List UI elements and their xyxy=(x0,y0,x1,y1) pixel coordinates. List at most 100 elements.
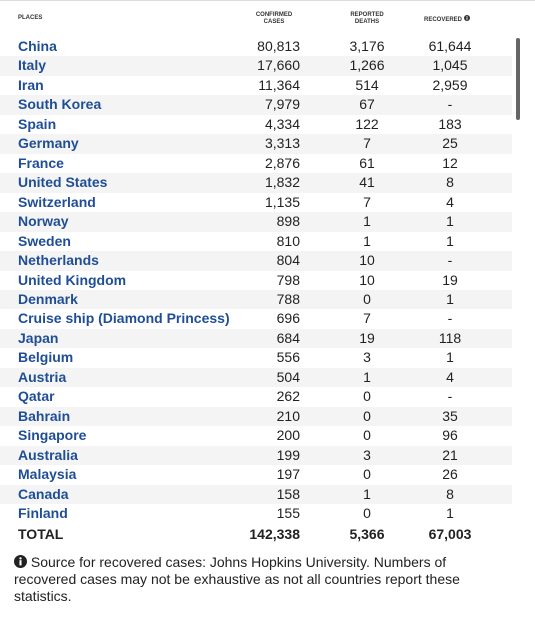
reported-deaths: 3 xyxy=(363,446,371,463)
confirmed-cases: 3,313 xyxy=(264,135,300,152)
confirmed-cases: 80,813 xyxy=(257,38,300,54)
recovered: 19 xyxy=(442,271,458,288)
recovered: 4 xyxy=(446,193,454,210)
header-places: PLACES xyxy=(18,15,43,21)
confirmed-cases: 2,876 xyxy=(264,154,300,171)
confirmed-cases: 696 xyxy=(276,310,300,327)
reported-deaths: 10 xyxy=(359,252,375,269)
reported-deaths: 0 xyxy=(363,466,371,483)
confirmed-cases: 556 xyxy=(276,349,300,366)
confirmed-cases: 17,660 xyxy=(257,57,300,74)
confirmed-cases: 262 xyxy=(276,388,300,405)
confirmed-cases: 199 xyxy=(276,446,300,463)
place-name: France xyxy=(18,154,64,171)
place-name: Malaysia xyxy=(18,466,77,483)
place-name: Germany xyxy=(18,135,79,152)
reported-deaths: 0 xyxy=(363,505,371,520)
confirmed-cases: 7,979 xyxy=(264,96,300,113)
table-row: United States 1,832 41 8 xyxy=(0,173,512,193)
recovered: 35 xyxy=(442,407,458,424)
total-place-name: TOTAL xyxy=(18,526,64,542)
recovered: 8 xyxy=(446,485,454,502)
table-row: Australia 199 3 21 xyxy=(0,445,512,466)
recovered: 26 xyxy=(442,466,458,483)
place-name: Australia xyxy=(18,446,78,463)
confirmed-cases: 684 xyxy=(276,329,300,346)
confirmed-cases: 197 xyxy=(276,466,300,483)
table-row: Finland 155 0 1 xyxy=(0,504,512,520)
table-row: Malaysia 197 0 26 xyxy=(0,465,512,484)
confirmed-cases: 798 xyxy=(276,271,300,288)
total-reported-deaths: 5,366 xyxy=(349,526,385,542)
place-name: Norway xyxy=(18,213,69,230)
reported-deaths: 1 xyxy=(363,368,371,385)
reported-deaths: 3,176 xyxy=(349,38,385,54)
note: Source for recovered cases: Johns Hopkin… xyxy=(14,554,494,605)
place-name: United States xyxy=(18,174,108,191)
table-row: Iran 11,364 514 2,959 xyxy=(0,76,512,95)
confirmed-cases: 1,832 xyxy=(264,174,300,191)
total-row: TOTAL 142,338 5,366 67,003 xyxy=(0,524,512,544)
place-name: Sweden xyxy=(18,232,71,249)
place-name: Japan xyxy=(18,329,59,346)
confirmed-cases: 1,135 xyxy=(264,193,300,210)
place-name: Austria xyxy=(18,368,67,385)
reported-deaths: 7 xyxy=(363,135,371,152)
table-row: Singapore 200 0 96 xyxy=(0,426,512,445)
total-recovered: 67,003 xyxy=(428,526,472,542)
confirmed-cases: 210 xyxy=(276,407,300,424)
place-name: Singapore xyxy=(18,427,87,444)
table-row: Switzerland 1,135 7 4 xyxy=(0,193,512,212)
recovered: 1,045 xyxy=(432,57,468,74)
reported-deaths: 514 xyxy=(355,76,379,93)
table-row: South Korea 7,979 67 - xyxy=(0,95,512,115)
confirmed-cases: 504 xyxy=(276,368,300,385)
recovered: 25 xyxy=(442,135,458,152)
info-icon[interactable] xyxy=(463,15,470,21)
confirmed-cases: 155 xyxy=(276,505,300,520)
note-text: Source for recovered cases: Johns Hopkin… xyxy=(14,554,460,604)
recovered: - xyxy=(447,96,453,113)
table-row: Netherlands 804 10 - xyxy=(0,251,512,271)
table-row: Belgium 556 3 1 xyxy=(0,348,512,367)
recovered: 1 xyxy=(446,232,454,249)
recovered: - xyxy=(447,388,453,405)
place-name: China xyxy=(18,38,57,54)
place-name: Italy xyxy=(18,57,47,74)
reported-deaths: 61 xyxy=(359,154,375,171)
reported-deaths: 1 xyxy=(363,485,371,502)
place-name: South Korea xyxy=(18,96,102,113)
confirmed-cases: 898 xyxy=(276,213,300,230)
recovered: - xyxy=(447,252,453,269)
place-name: Netherlands xyxy=(18,252,99,269)
confirmed-cases: 200 xyxy=(276,427,300,444)
place-name: Spain xyxy=(18,115,57,132)
reported-deaths: 0 xyxy=(363,290,371,307)
info-icon[interactable] xyxy=(14,555,27,568)
reported-deaths: 122 xyxy=(355,115,379,132)
top-border xyxy=(0,0,535,1)
table-row: Spain 4,334 122 183 xyxy=(0,115,512,134)
table-row: Canada 158 1 8 xyxy=(0,484,512,505)
place-name: Canada xyxy=(18,485,69,502)
recovered: 96 xyxy=(442,427,458,444)
reported-deaths: 41 xyxy=(359,174,375,191)
reported-deaths: 67 xyxy=(359,96,375,113)
place-name: Finland xyxy=(18,505,68,520)
reported-deaths: 1,266 xyxy=(349,57,385,74)
scrollbar[interactable] xyxy=(516,38,520,120)
place-name: Qatar xyxy=(18,388,55,405)
recovered: 1 xyxy=(446,505,454,520)
recovered: 21 xyxy=(442,446,458,463)
total-confirmed-cases: 142,338 xyxy=(249,526,300,542)
confirmed-cases: 4,334 xyxy=(264,115,300,132)
table-row: Japan 684 19 118 xyxy=(0,328,512,349)
recovered: 2,959 xyxy=(432,76,468,93)
recovered: 118 xyxy=(438,329,462,346)
place-name: Switzerland xyxy=(18,193,96,210)
confirmed-cases: 158 xyxy=(276,485,300,502)
header-confirmed: CONFIRMED CASES xyxy=(255,12,293,25)
recovered: 8 xyxy=(446,174,454,191)
table-body: China 80,813 3,176 61,644 Italy 17,660 1,266 1,… xyxy=(0,37,512,520)
table-row: United Kingdom 798 10 19 xyxy=(0,271,512,290)
